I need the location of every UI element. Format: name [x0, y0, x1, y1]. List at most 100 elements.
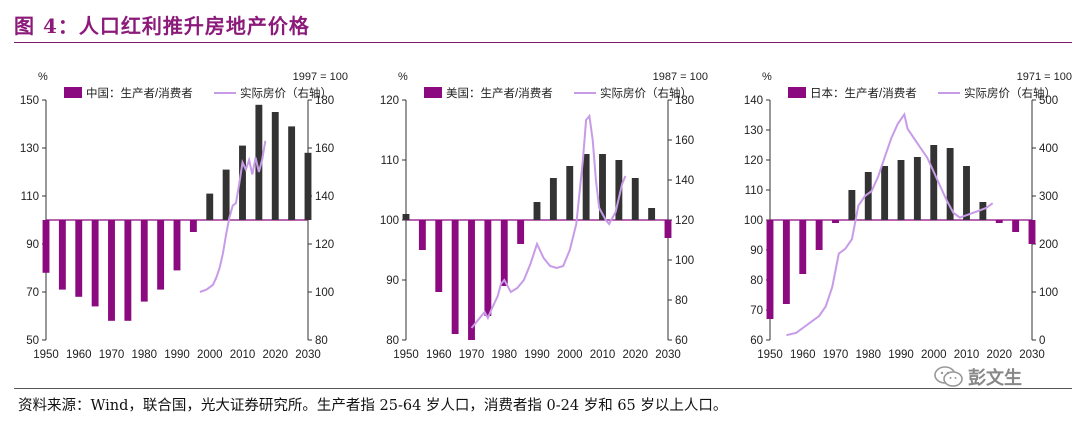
right-tick-label: 140 [315, 191, 334, 203]
ratio-bar [288, 126, 296, 220]
legend-line-label: 实际房价（右轴） [600, 86, 692, 100]
ratio-bar [42, 220, 50, 273]
ratio-bar [140, 220, 148, 302]
x-tick-label: 2020 [622, 349, 648, 361]
left-tick-label: 50 [26, 335, 39, 347]
right-tick-label: 400 [1039, 143, 1058, 155]
right-tick-label: 100 [675, 255, 694, 267]
source-rule [14, 388, 1072, 389]
right-tick-label: 100 [1039, 287, 1058, 299]
ratio-bar [500, 220, 508, 286]
x-tick-label: 1970 [823, 349, 849, 361]
x-tick-label: 2020 [986, 349, 1012, 361]
ratio-bar [108, 220, 115, 321]
left-unit: % [762, 71, 772, 83]
ratio-bar [189, 220, 197, 232]
ratio-bar [864, 172, 872, 220]
x-tick-label: 1990 [164, 349, 190, 361]
x-tick-label: 1990 [524, 349, 550, 361]
legend-bar-label: 中国：生产者/消费者 [86, 86, 193, 100]
x-tick-label: 1970 [99, 349, 125, 361]
left-tick-label: 120 [380, 95, 399, 107]
left-tick-label: 110 [745, 185, 763, 197]
ratio-bar [615, 160, 623, 220]
left-tick-label: 60 [750, 335, 763, 347]
left-tick-label: 90 [750, 245, 763, 257]
ratio-bar [418, 220, 426, 250]
x-tick-label: 1950 [393, 349, 419, 361]
base-year-note: 1997 = 100 [293, 71, 348, 83]
ratio-bar [946, 148, 954, 220]
ratio-bar [91, 220, 99, 307]
right-tick-label: 160 [315, 143, 334, 155]
x-tick-label: 2000 [557, 349, 583, 361]
ratio-bar [1012, 220, 1020, 232]
ratio-bar [897, 160, 905, 220]
x-tick-label: 1990 [888, 349, 914, 361]
x-tick-label: 1960 [426, 349, 452, 361]
left-unit: % [38, 71, 48, 83]
ratio-bar [58, 220, 66, 290]
ratio-bar [304, 152, 312, 220]
ratio-bar [881, 166, 889, 220]
watermark: 彭文生 [930, 364, 1050, 389]
ratio-bar [206, 193, 214, 220]
right-tick-label: 100 [315, 287, 334, 299]
ratio-bar [435, 220, 443, 292]
right-tick-label: 500 [1039, 95, 1058, 107]
x-tick-label: 1960 [790, 349, 816, 361]
ratio-bar [648, 208, 656, 220]
left-tick-label: 80 [750, 275, 763, 287]
x-tick-label: 2000 [921, 349, 947, 361]
x-tick-label: 2020 [262, 349, 288, 361]
china-chart: % 1997 = 100 50 70 90 110 130 150 80 100 120 140 160… [20, 71, 348, 361]
ratio-bar [913, 157, 921, 220]
legend-bar-swatch [64, 87, 82, 98]
ratio-bar [832, 220, 839, 223]
ratio-bar [664, 220, 672, 238]
house-price-line [470, 113, 627, 329]
left-tick-label: 140 [744, 95, 763, 107]
x-tick-label: 2010 [230, 349, 256, 361]
x-tick-label: 2000 [197, 349, 223, 361]
ratio-bar [995, 220, 1003, 223]
left-tick-label: 70 [750, 305, 763, 317]
x-tick-label: 1950 [33, 349, 59, 361]
ratio-bar [766, 220, 774, 319]
house-price-line [199, 140, 267, 293]
x-tick-label: 1980 [491, 349, 517, 361]
ratio-bar [451, 220, 459, 334]
ratio-bar [799, 220, 807, 274]
ratio-bar [815, 220, 823, 250]
x-tick-label: 2030 [1019, 349, 1045, 361]
x-tick-label: 1980 [131, 349, 157, 361]
ratio-bar [271, 112, 279, 220]
ratio-bar [566, 166, 574, 220]
left-tick-label: 80 [386, 335, 399, 347]
ratio-bar [255, 104, 263, 220]
ratio-bar [124, 220, 132, 321]
right-tick-label: 120 [675, 215, 694, 227]
ratio-bar [239, 145, 246, 220]
ratio-bar [468, 220, 475, 340]
ratio-bar [484, 220, 492, 316]
house-price-line [786, 111, 994, 337]
left-tick-label: 70 [26, 287, 39, 299]
left-tick-label: 100 [380, 215, 399, 227]
legend-bar-label: 日本：生产者/消费者 [810, 86, 917, 100]
left-tick-label: 90 [26, 239, 39, 251]
ratio-bar [75, 220, 83, 297]
right-tick-label: 60 [675, 335, 688, 347]
x-tick-label: 2010 [590, 349, 616, 361]
right-tick-label: 160 [675, 135, 694, 147]
ratio-bar [582, 154, 590, 220]
ratio-bar [979, 202, 987, 220]
ratio-bar [402, 214, 410, 220]
x-tick-label: 1950 [757, 349, 783, 361]
right-tick-label: 180 [315, 95, 334, 107]
us-chart: % 1987 = 100 80 90 100 110 120 60 80 100 120 140 160… [380, 71, 708, 361]
right-tick-label: 140 [675, 175, 694, 187]
left-tick-label: 120 [744, 155, 763, 167]
legend-line-label: 实际房价（右轴） [240, 86, 332, 100]
x-tick-label: 1970 [459, 349, 485, 361]
